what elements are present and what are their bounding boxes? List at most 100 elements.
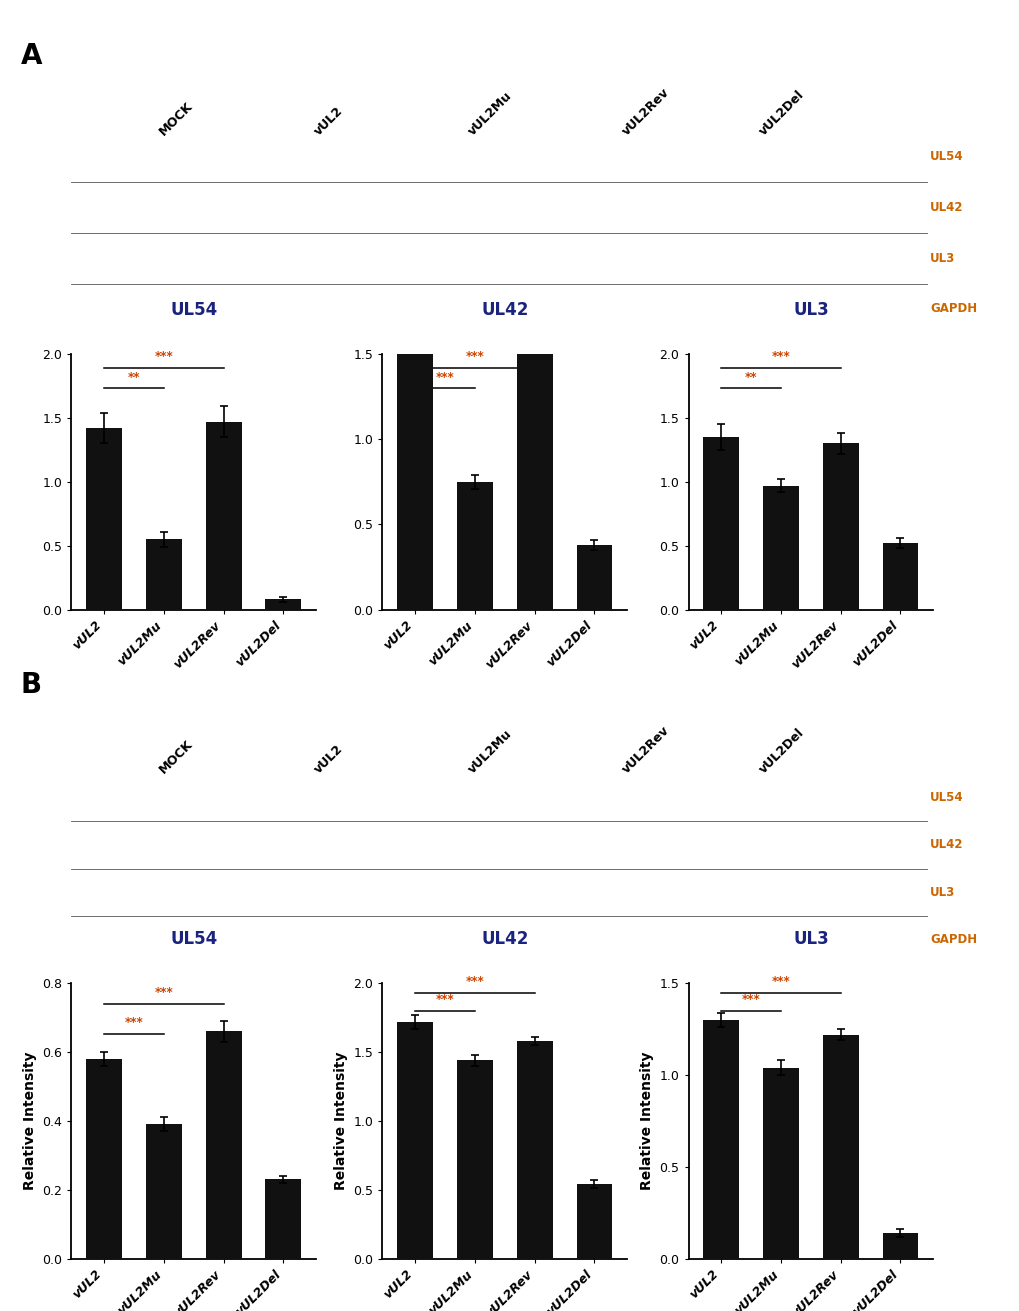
FancyBboxPatch shape [422,296,508,321]
FancyBboxPatch shape [258,243,365,273]
FancyBboxPatch shape [109,295,205,323]
Title: UL42: UL42 [481,931,528,948]
Bar [576,1184,611,1259]
FancyBboxPatch shape [717,929,795,950]
FancyBboxPatch shape [401,291,529,326]
FancyBboxPatch shape [560,781,678,813]
FancyBboxPatch shape [400,189,530,225]
FancyBboxPatch shape [253,924,369,956]
FancyBboxPatch shape [248,291,374,326]
FancyBboxPatch shape [427,835,503,855]
FancyBboxPatch shape [703,294,809,324]
Bar [87,1059,122,1259]
FancyBboxPatch shape [555,291,683,326]
FancyBboxPatch shape [581,146,657,168]
FancyBboxPatch shape [94,291,220,326]
FancyBboxPatch shape [412,243,519,273]
FancyBboxPatch shape [268,881,355,903]
FancyBboxPatch shape [401,827,529,861]
Bar [703,1020,739,1259]
FancyBboxPatch shape [554,240,684,277]
FancyBboxPatch shape [253,781,369,813]
FancyBboxPatch shape [407,190,524,224]
Bar [762,485,798,610]
FancyBboxPatch shape [566,142,673,172]
FancyBboxPatch shape [400,240,530,277]
FancyBboxPatch shape [400,923,530,957]
FancyBboxPatch shape [691,291,821,328]
FancyBboxPatch shape [566,294,673,324]
FancyBboxPatch shape [571,143,667,170]
Text: **: ** [744,371,757,384]
FancyBboxPatch shape [282,148,339,164]
FancyBboxPatch shape [282,838,339,852]
FancyBboxPatch shape [576,834,662,856]
FancyBboxPatch shape [560,190,678,224]
FancyBboxPatch shape [581,835,657,855]
Text: UL54: UL54 [929,149,963,163]
FancyBboxPatch shape [246,874,376,910]
FancyBboxPatch shape [258,193,365,223]
FancyBboxPatch shape [248,876,374,910]
FancyBboxPatch shape [693,923,819,957]
FancyBboxPatch shape [253,140,369,173]
FancyBboxPatch shape [698,924,814,956]
FancyBboxPatch shape [263,927,360,953]
FancyBboxPatch shape [555,240,683,277]
FancyBboxPatch shape [554,189,684,225]
FancyBboxPatch shape [273,146,350,168]
FancyBboxPatch shape [94,923,220,957]
FancyBboxPatch shape [417,832,514,857]
FancyBboxPatch shape [253,829,369,860]
Title: UL54: UL54 [170,302,217,319]
FancyBboxPatch shape [92,780,222,814]
Text: ***: *** [466,975,484,988]
Text: MOCK: MOCK [157,737,196,776]
Bar [881,1232,917,1259]
Text: B: B [20,671,42,699]
FancyBboxPatch shape [263,295,360,323]
FancyBboxPatch shape [400,780,530,814]
FancyBboxPatch shape [427,929,503,950]
FancyBboxPatch shape [268,834,355,856]
FancyBboxPatch shape [555,139,683,174]
FancyBboxPatch shape [576,245,662,270]
FancyBboxPatch shape [401,876,529,910]
Text: ***: *** [771,350,790,363]
Bar [146,1125,181,1259]
FancyBboxPatch shape [401,189,529,225]
FancyBboxPatch shape [417,927,514,953]
FancyBboxPatch shape [263,244,360,271]
FancyBboxPatch shape [576,881,662,903]
FancyBboxPatch shape [417,295,514,323]
FancyBboxPatch shape [412,831,519,859]
FancyBboxPatch shape [268,245,355,270]
FancyBboxPatch shape [554,923,684,957]
FancyBboxPatch shape [253,241,369,275]
FancyBboxPatch shape [277,147,344,166]
FancyBboxPatch shape [566,193,673,223]
FancyBboxPatch shape [422,928,508,952]
FancyBboxPatch shape [555,780,683,814]
FancyBboxPatch shape [258,831,365,859]
FancyBboxPatch shape [571,880,667,905]
Text: GAPDH: GAPDH [929,303,976,316]
FancyBboxPatch shape [246,291,376,328]
Text: vUL2Mu: vUL2Mu [465,89,514,138]
FancyBboxPatch shape [412,294,519,324]
FancyBboxPatch shape [246,240,376,277]
FancyBboxPatch shape [277,299,344,319]
Text: ***: *** [124,1016,144,1029]
FancyBboxPatch shape [104,294,210,324]
FancyBboxPatch shape [248,780,374,814]
FancyBboxPatch shape [407,829,524,860]
FancyBboxPatch shape [586,147,652,166]
Text: vUL2Rev: vUL2Rev [620,724,672,776]
FancyBboxPatch shape [407,241,524,275]
Y-axis label: Relative Intensity: Relative Intensity [333,1051,347,1190]
FancyBboxPatch shape [273,197,350,218]
FancyBboxPatch shape [576,195,662,220]
Bar [397,1021,433,1259]
Text: UL42: UL42 [929,201,963,214]
FancyBboxPatch shape [263,143,360,170]
